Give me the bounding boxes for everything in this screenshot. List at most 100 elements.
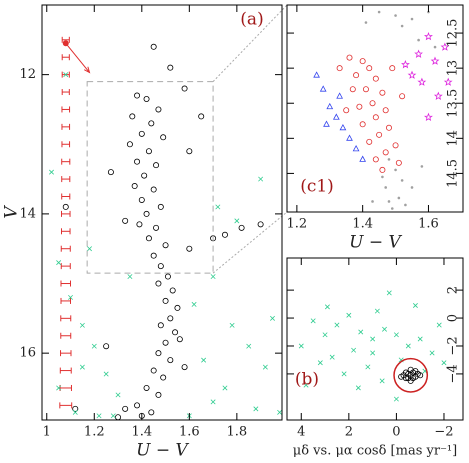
point	[138, 196, 145, 203]
error-bar	[60, 228, 71, 235]
point	[257, 221, 264, 228]
point	[229, 322, 235, 328]
point	[87, 246, 93, 252]
point	[351, 347, 357, 353]
point	[164, 273, 171, 280]
point	[424, 31, 433, 41]
point	[122, 405, 129, 412]
point	[238, 224, 245, 231]
point	[385, 124, 392, 131]
point	[181, 85, 188, 92]
point	[384, 186, 387, 189]
error-bar	[61, 158, 71, 165]
error-bar	[61, 123, 71, 130]
x-axis-label: U − V	[349, 233, 402, 253]
point	[129, 113, 136, 120]
x-axis-label: U − V	[136, 441, 189, 460]
point	[410, 375, 417, 382]
point	[148, 120, 155, 127]
point	[298, 343, 304, 349]
point	[414, 49, 423, 58]
point	[356, 103, 363, 110]
point	[417, 38, 420, 42]
point	[390, 207, 394, 210]
point	[49, 169, 54, 175]
x-tick-label: 1.6	[418, 217, 439, 232]
point	[394, 14, 397, 17]
point	[155, 350, 162, 357]
point	[79, 364, 85, 370]
zoom-connector	[212, 4, 288, 82]
point	[339, 123, 347, 131]
point	[427, 10, 430, 14]
error-bar	[60, 263, 71, 270]
point	[210, 274, 216, 280]
selection-circle	[393, 357, 429, 393]
point	[336, 65, 343, 72]
error-bar	[61, 141, 71, 148]
point	[441, 360, 447, 366]
point	[376, 131, 383, 138]
point	[433, 91, 443, 101]
point	[221, 231, 228, 238]
point	[381, 175, 384, 179]
x-tick-label: 1.4	[131, 425, 152, 440]
panel-label: (b)	[295, 370, 319, 390]
point	[191, 301, 197, 307]
point	[103, 371, 109, 377]
x-tick-label: 1	[43, 425, 51, 440]
point	[210, 399, 216, 405]
y-tick-label: 16	[19, 346, 36, 361]
point	[201, 357, 207, 363]
point	[405, 343, 411, 349]
point	[313, 71, 320, 78]
point	[181, 364, 188, 371]
y-tick-label: 0	[446, 314, 461, 322]
error-bar	[59, 367, 72, 374]
point	[372, 156, 379, 163]
point	[322, 332, 328, 338]
point	[389, 65, 396, 72]
point	[372, 114, 379, 121]
point	[162, 297, 169, 304]
point	[153, 224, 160, 231]
error-bar	[61, 36, 70, 43]
error-bar	[61, 106, 71, 113]
point	[145, 235, 152, 242]
point	[395, 159, 402, 166]
error-bar	[60, 297, 72, 304]
point	[379, 89, 386, 96]
error-bar	[61, 89, 70, 96]
point	[417, 336, 423, 342]
point	[215, 204, 221, 210]
point	[324, 304, 330, 310]
x-tick-label: 1.2	[287, 217, 308, 232]
arrow-origin	[62, 40, 69, 47]
point	[387, 158, 391, 161]
point	[150, 43, 157, 50]
point	[387, 200, 391, 203]
point	[157, 263, 164, 270]
y-tick-label: 12	[19, 67, 36, 82]
point	[398, 373, 405, 380]
point	[433, 45, 437, 49]
point	[157, 203, 164, 210]
point	[134, 402, 141, 409]
point	[370, 350, 376, 356]
x-tick-label: 1.4	[352, 217, 373, 232]
point	[401, 60, 410, 69]
point	[160, 374, 167, 381]
point	[319, 85, 327, 92]
point	[393, 332, 399, 338]
point	[405, 370, 412, 377]
point	[134, 158, 141, 165]
point	[443, 77, 453, 86]
point	[138, 130, 145, 137]
point	[258, 176, 264, 182]
point	[412, 303, 418, 308]
error-bar	[60, 315, 72, 322]
point	[366, 65, 373, 72]
x-tick-label: 1.8	[227, 425, 248, 440]
point	[407, 70, 417, 79]
